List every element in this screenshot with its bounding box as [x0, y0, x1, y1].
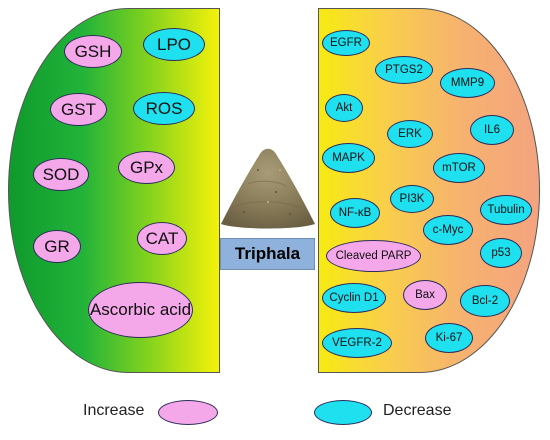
legend-decrease-swatch	[314, 400, 372, 425]
node-p53: p53	[480, 238, 522, 268]
node-bcl-2: Bcl-2	[460, 285, 510, 317]
legend-increase-swatch	[158, 400, 218, 425]
triphala-label: Triphala	[220, 238, 315, 270]
legend-decrease-label: Decrease	[383, 402, 452, 419]
node-erk: ERK	[387, 120, 433, 148]
node-egfr: EGFR	[322, 30, 370, 56]
node-vegfr-2: VEGFR-2	[322, 328, 392, 358]
node-cyclin-d1: Cyclin D1	[322, 283, 386, 313]
node-gst: GST	[50, 93, 107, 126]
node-cleaved-parp: Cleaved PARP	[326, 240, 421, 272]
node-ros: ROS	[133, 92, 195, 125]
node-pi3k: PI3K	[390, 185, 434, 213]
node-il6: IL6	[470, 115, 514, 145]
node-ki-67: Ki-67	[425, 323, 473, 353]
node-gr: GR	[33, 230, 81, 263]
node-bax: Bax	[403, 280, 447, 310]
node-mapk: MAPK	[322, 143, 375, 173]
node-gpx: GPx	[118, 151, 175, 184]
node-lpo: LPO	[143, 28, 205, 61]
node-ascorbic-acid: Ascorbic acid	[88, 282, 193, 338]
node-sod: SOD	[33, 158, 89, 191]
node-tubulin: Tubulin	[480, 195, 532, 225]
node-nf-kb: NF-κB	[330, 198, 380, 228]
node-ptgs2: PTGS2	[375, 56, 433, 84]
triphala-powder-image	[221, 148, 315, 229]
node-mmp9: MMP9	[440, 68, 495, 98]
legend-increase-label: Increase	[83, 402, 145, 419]
node-c-myc: c-Myc	[423, 215, 473, 245]
node-cat: CAT	[137, 222, 187, 255]
node-gsh: GSH	[64, 35, 122, 68]
node-akt: Akt	[325, 94, 363, 122]
node-mtor: mTOR	[433, 153, 485, 183]
